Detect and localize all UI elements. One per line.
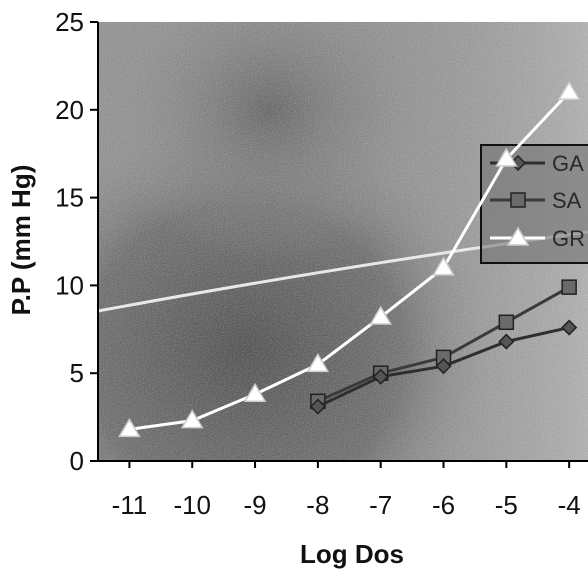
y-tick-label: 15 [55, 183, 84, 213]
series-layer [118, 80, 581, 438]
x-tick-label: -5 [495, 490, 518, 520]
x-tick-label: -4 [558, 490, 581, 520]
legend-label-gr: GR [552, 226, 585, 251]
series-gr [118, 80, 581, 438]
x-axis-title: Log Dos [300, 539, 404, 569]
y-tick-label: 0 [70, 446, 84, 476]
series-line-gr [129, 91, 571, 431]
data-point-gr [495, 147, 518, 167]
series-ga [309, 319, 578, 415]
y-tick-label: 5 [70, 358, 84, 388]
x-tick-label: -7 [369, 490, 392, 520]
data-point-gr [118, 417, 141, 438]
data-point-gr [432, 256, 455, 276]
data-point-gr [243, 382, 267, 403]
x-tick-label: -11 [112, 490, 148, 520]
data-point-gr [557, 80, 581, 100]
y-tick-label: 25 [55, 7, 84, 37]
data-point-gr [180, 409, 204, 429]
x-tick-label: -6 [432, 490, 455, 520]
data-point-gr [306, 352, 330, 373]
y-tick-label: 10 [55, 270, 84, 300]
data-point-gr [369, 305, 393, 325]
y-axis-title: P.P (mm Hg) [6, 165, 36, 316]
legend-marker-gr [506, 226, 530, 246]
legend-label-ga: GA [552, 151, 584, 176]
x-tick-label: -10 [173, 490, 211, 520]
x-tick-label: -9 [243, 490, 266, 520]
data-point-ga [372, 368, 389, 385]
data-point-sa [561, 279, 577, 295]
data-point-sa [498, 314, 515, 331]
data-point-ga [435, 358, 452, 375]
legend-label-sa: SA [552, 188, 582, 213]
x-tick-label: -8 [306, 490, 329, 520]
legend: GA SA GR [480, 144, 588, 264]
data-point-ga [309, 398, 326, 415]
data-point-ga [498, 333, 515, 350]
data-point-ga [561, 319, 578, 336]
y-tick-label: 20 [55, 95, 84, 125]
legend-marker-sa [510, 192, 526, 208]
axes: 0 5 10 15 20 25 -11 -10 -9 -8 -7 -6 -5 -4 [55, 7, 588, 520]
